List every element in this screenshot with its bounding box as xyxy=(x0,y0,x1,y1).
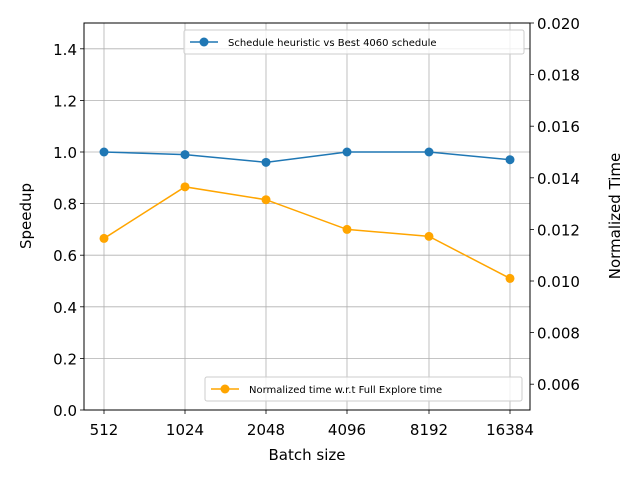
left-y-tick-label: 1.4 xyxy=(53,41,77,59)
right-y-axis-label: Normalized Time xyxy=(606,153,624,280)
left-y-axis: 0.0 0.2 0.4 0.6 0.8 1.0 1.2 1.4 xyxy=(53,41,84,420)
data-point-series-1 xyxy=(99,233,109,243)
data-point-series-0 xyxy=(180,150,190,160)
x-tick-label: 512 xyxy=(90,421,119,439)
x-axis-label: Batch size xyxy=(269,446,346,464)
right-y-tick-label: 0.018 xyxy=(537,67,580,85)
legend-top-marker xyxy=(199,37,209,47)
left-y-tick-label: 1.0 xyxy=(53,144,77,162)
right-y-tick-label: 0.010 xyxy=(537,273,580,291)
legend-bottom-right: Normalized time w.r.t Full Explore time xyxy=(204,376,523,402)
data-point-series-0 xyxy=(99,147,109,157)
legend-top-frame xyxy=(183,29,525,55)
left-y-tick-label: 0.8 xyxy=(53,196,77,214)
legend-bottom-marker xyxy=(220,384,230,394)
x-tick-label: 8192 xyxy=(410,421,448,439)
data-point-series-1 xyxy=(342,224,352,234)
data-point-series-1 xyxy=(424,231,434,241)
right-y-tick-label: 0.008 xyxy=(537,325,580,343)
data-point-series-1 xyxy=(261,195,271,205)
legend-bottom-label: Normalized time w.r.t Full Explore time xyxy=(249,385,442,396)
left-y-axis-label: Speedup xyxy=(17,183,35,249)
x-tick-label: 4096 xyxy=(328,421,366,439)
data-point-series-0 xyxy=(342,147,352,157)
left-y-tick-label: 1.2 xyxy=(53,92,77,110)
data-point-series-0 xyxy=(261,157,271,167)
x-tick-label: 16384 xyxy=(486,421,534,439)
right-y-tick-label: 0.020 xyxy=(537,15,580,33)
legend-top-label: Schedule heuristic vs Best 4060 schedule xyxy=(228,38,437,49)
right-y-tick-label: 0.016 xyxy=(537,118,580,136)
left-y-tick-label: 0.2 xyxy=(53,350,77,368)
plot-frame xyxy=(83,22,531,411)
series-layer xyxy=(99,147,515,283)
data-point-series-0 xyxy=(505,155,515,165)
right-y-tick-label: 0.006 xyxy=(537,376,580,394)
left-y-tick-label: 0.0 xyxy=(53,402,77,420)
series-line-0 xyxy=(103,151,511,164)
data-point-series-1 xyxy=(505,273,515,283)
right-y-axis: 0.006 0.008 0.010 0.012 0.014 0.016 0.018 0.020 xyxy=(530,15,580,394)
right-y-tick-label: 0.014 xyxy=(537,170,580,188)
legend-bottom-frame xyxy=(204,376,523,402)
data-point-series-0 xyxy=(424,147,434,157)
legend-top-right: Schedule heuristic vs Best 4060 schedule xyxy=(183,29,525,55)
series-line-1 xyxy=(103,186,511,280)
left-y-tick-label: 0.4 xyxy=(53,299,77,317)
x-tick-label: 1024 xyxy=(166,421,204,439)
x-axis: 512 1024 2048 4096 8192 16384 xyxy=(90,410,534,439)
data-point-series-1 xyxy=(180,182,190,192)
x-tick-label: 2048 xyxy=(247,421,285,439)
left-y-tick-label: 0.6 xyxy=(53,247,77,265)
right-y-tick-label: 0.012 xyxy=(537,221,580,239)
